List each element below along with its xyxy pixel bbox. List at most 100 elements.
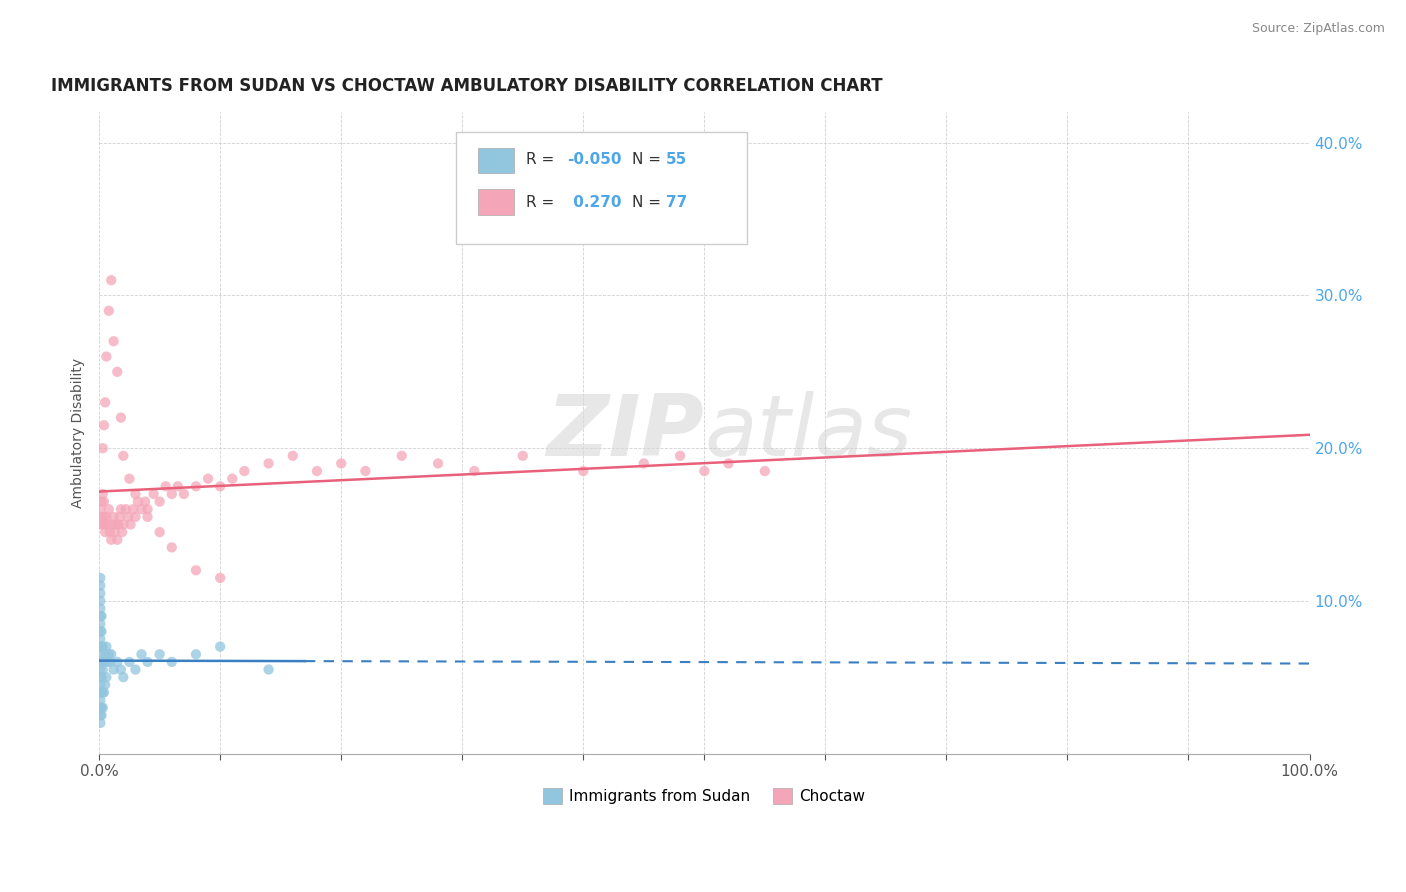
Point [112,449,135,463]
Text: R =: R = [526,152,560,167]
Point [122,502,145,516]
Point [124,663,146,677]
Point [257,663,280,677]
Point [89,655,111,669]
Point [89,647,111,661]
Point [94,647,117,661]
Point [91,663,114,677]
Point [693,464,716,478]
Point [112,670,135,684]
Point [105,517,128,532]
Point [89,609,111,624]
Point [305,464,328,478]
Point [149,525,172,540]
Point [100,647,122,661]
Point [754,464,776,478]
Point [89,517,111,532]
Point [89,601,111,615]
Point [90,609,112,624]
Point [127,494,149,508]
Point [97,517,120,532]
Point [572,464,595,478]
Point [89,716,111,731]
Text: N =: N = [631,152,665,167]
Point [98,525,121,540]
Text: atlas: atlas [704,392,912,475]
Text: -0.050: -0.050 [568,152,621,167]
Point [103,663,125,677]
Point [463,464,485,478]
Point [90,685,112,699]
Point [98,655,121,669]
Point [117,509,139,524]
Point [97,502,120,516]
Point [354,464,377,478]
Point [101,517,124,532]
Point [142,487,165,501]
Point [134,494,156,508]
Point [118,655,141,669]
Point [93,418,115,433]
Point [155,479,177,493]
Point [103,509,125,524]
Point [89,685,111,699]
Point [104,525,127,540]
Point [160,487,183,501]
Point [93,685,115,699]
Point [89,640,111,654]
Point [89,624,111,639]
Point [184,647,207,661]
Point [124,509,146,524]
Point [149,494,172,508]
Point [105,365,128,379]
Point [166,479,188,493]
Point [96,670,118,684]
Point [89,663,111,677]
Point [94,525,117,540]
Point [111,525,134,540]
Point [110,502,132,516]
Point [136,655,159,669]
Point [90,670,112,684]
Point [184,479,207,493]
Point [90,494,112,508]
Point [633,457,655,471]
Y-axis label: Ambulatory Disability: Ambulatory Disability [72,358,86,508]
Text: 77: 77 [665,194,688,210]
Point [89,670,111,684]
Text: ZIP: ZIP [547,392,704,475]
Text: Source: ZipAtlas.com: Source: ZipAtlas.com [1251,22,1385,36]
Text: 55: 55 [665,152,688,167]
Point [96,640,118,654]
Point [97,303,120,318]
Point [110,410,132,425]
Point [89,700,111,714]
Point [103,334,125,349]
Point [91,640,114,654]
Point [209,479,232,493]
Point [100,273,122,287]
Point [124,487,146,501]
FancyBboxPatch shape [456,131,747,244]
Point [93,494,115,508]
Point [427,457,450,471]
Point [90,640,112,654]
Point [233,464,256,478]
Point [197,472,219,486]
Point [330,457,353,471]
Text: R =: R = [526,194,560,210]
Text: 0.270: 0.270 [568,194,621,210]
Point [93,509,115,524]
Point [257,457,280,471]
Text: IMMIGRANTS FROM SUDAN VS CHOCTAW AMBULATORY DISABILITY CORRELATION CHART: IMMIGRANTS FROM SUDAN VS CHOCTAW AMBULAT… [51,78,883,95]
Point [160,655,183,669]
Point [118,472,141,486]
Point [97,655,120,669]
Point [90,700,112,714]
Point [91,517,114,532]
Point [90,509,112,524]
Point [89,678,111,692]
Point [669,449,692,463]
Point [221,472,243,486]
Point [89,693,111,707]
